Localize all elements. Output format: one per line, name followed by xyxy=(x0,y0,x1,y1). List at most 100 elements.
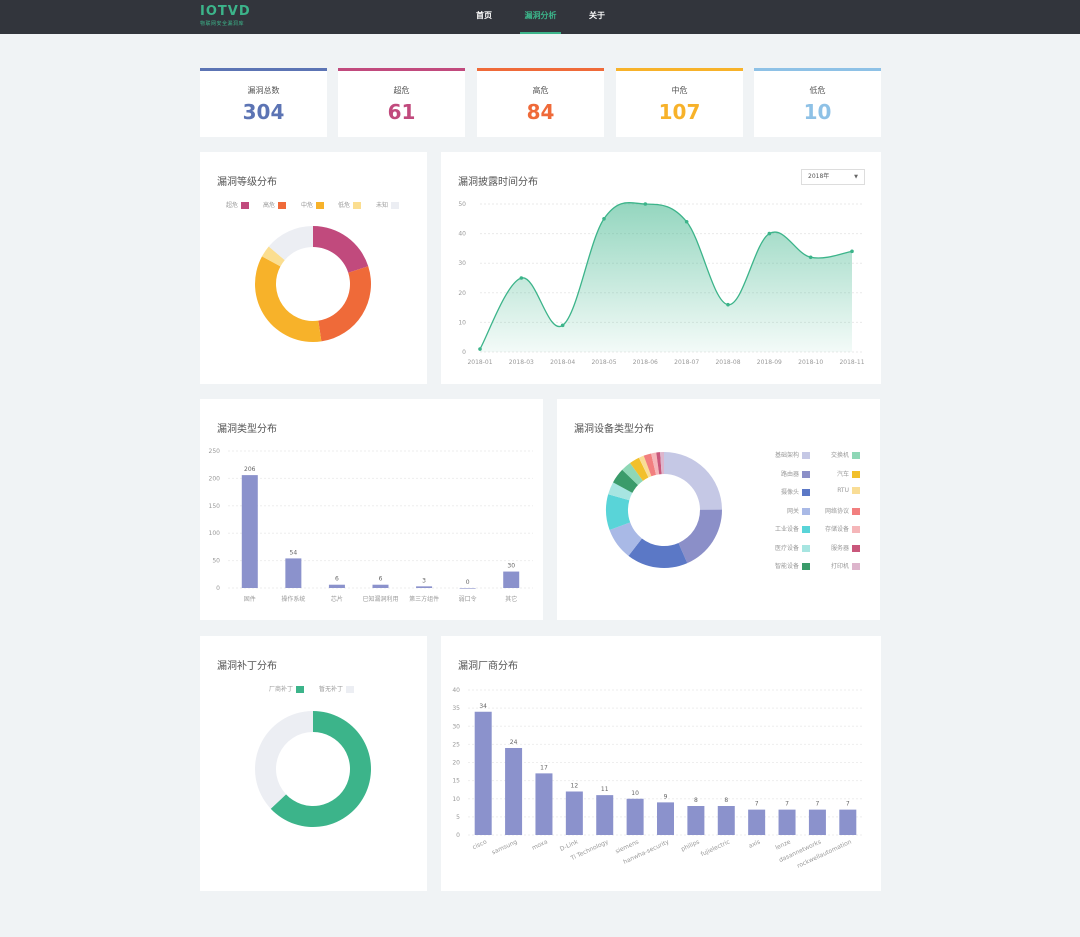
legend-item[interactable]: 打印机 xyxy=(831,561,860,570)
legend-label: 低危 xyxy=(338,202,351,209)
vendor-distribution-card: 漏洞厂商分布 0 5 10 15 20 25 30 35 40 34 cisco 24 samsung 1… xyxy=(441,636,881,891)
legend-item[interactable]: 基础架构 xyxy=(775,450,810,459)
donut-slice xyxy=(613,469,639,493)
bar xyxy=(503,571,520,588)
x-tick-label: 2018-08 xyxy=(715,359,740,366)
x-tick-label: 2018-11 xyxy=(839,359,864,366)
bar-value-label: 11 xyxy=(601,786,609,793)
legend-item[interactable]: 汽车 xyxy=(837,469,860,478)
legend-item[interactable]: 高危 xyxy=(263,200,287,209)
logo-text: IOTVD xyxy=(200,4,251,19)
legend-item[interactable]: 存储设备 xyxy=(825,524,860,533)
bar-value-label: 206 xyxy=(244,466,256,473)
legend-label: 存储设备 xyxy=(824,526,849,533)
legend-item[interactable]: 厂商补丁 xyxy=(269,684,305,693)
legend-swatch xyxy=(802,489,810,496)
legend-item[interactable]: 工业设备 xyxy=(775,524,810,533)
x-tick-label: samsung xyxy=(491,838,519,856)
legend-item[interactable]: 智能设备 xyxy=(775,561,810,570)
donut-slice xyxy=(261,246,285,267)
bar-value-label: 10 xyxy=(631,790,639,797)
patch-distribution-card: 漏洞补丁分布 厂商补丁 暂无补丁 xyxy=(200,636,427,891)
donut-slice xyxy=(609,522,642,556)
bar xyxy=(596,795,614,835)
y-tick-label: 50 xyxy=(458,201,466,208)
legend-item[interactable]: 医疗设备 xyxy=(775,543,810,552)
legend-item[interactable]: 暂无补丁 xyxy=(319,684,355,693)
year-select[interactable]: 2018年 ▼ xyxy=(801,169,865,185)
stat-card-total: 漏洞总数 304 xyxy=(200,68,327,137)
type-distribution-card: 漏洞类型分布 0 50 100 150 200 250 206 固件 54 操作系统 6 芯片 6 已知漏… xyxy=(200,399,543,620)
area-fill xyxy=(480,202,852,352)
stat-value: 304 xyxy=(242,100,285,124)
bar xyxy=(778,809,796,835)
x-tick-label: D-Link xyxy=(559,838,580,853)
x-tick-label: 固件 xyxy=(244,595,256,603)
bar-value-label: 54 xyxy=(290,549,298,556)
legend-swatch xyxy=(296,686,305,693)
nav-item-about[interactable]: 关于 xyxy=(589,11,605,20)
x-tick-label: 已知漏洞利用 xyxy=(362,595,398,603)
stat-value: 10 xyxy=(803,100,832,124)
donut-slice xyxy=(255,256,322,342)
legend-label: 交换机 xyxy=(830,452,849,459)
y-tick-label: 10 xyxy=(452,796,460,803)
chevron-down-icon: ▼ xyxy=(854,174,858,180)
type-bar-chart: 0 50 100 150 200 250 206 固件 54 操作系统 6 芯片 6 已知漏洞利用 3 第三方… xyxy=(209,448,533,603)
x-tick-label: axis xyxy=(748,838,762,849)
bar xyxy=(459,588,476,589)
stat-value: 61 xyxy=(387,100,416,124)
device-distribution-card: 漏洞设备类型分布 基础架构 路由器 摄像头 网关 工业设备 医疗设备 智能设备 交换机 汽车 RT… xyxy=(557,399,880,620)
bar xyxy=(565,791,583,835)
bar xyxy=(285,558,302,588)
series-line xyxy=(479,202,853,350)
bar-value-label: 9 xyxy=(664,793,668,800)
active-tab-indicator xyxy=(520,32,561,34)
legend-item[interactable]: RTU xyxy=(837,487,860,494)
y-tick-label: 0 xyxy=(216,585,220,592)
bar xyxy=(626,798,644,835)
legend-label: 厂商补丁 xyxy=(269,686,294,693)
legend-label: 未知 xyxy=(376,202,389,209)
legend-swatch xyxy=(241,202,250,209)
bar xyxy=(535,773,553,835)
x-tick-label: 2018-05 xyxy=(591,359,616,366)
legend-label: 打印机 xyxy=(830,563,849,570)
legend-item[interactable]: 中危 xyxy=(301,200,325,209)
legend-item[interactable]: 交换机 xyxy=(831,450,860,459)
legend-swatch xyxy=(802,563,810,570)
legend-item[interactable]: 摄像头 xyxy=(781,487,810,496)
nav-item-home[interactable]: 首页 xyxy=(476,11,492,20)
x-tick-label: 2018-06 xyxy=(633,359,658,366)
legend-item[interactable]: 服务器 xyxy=(831,543,860,552)
stat-label: 高危 xyxy=(532,86,549,95)
legend-item[interactable]: 低危 xyxy=(338,200,362,209)
vendor-bar-chart: 0 5 10 15 20 25 30 35 40 34 cisco 24 samsung 17 moxa 12… xyxy=(452,687,863,870)
x-tick-label: rockwellautomation xyxy=(796,838,853,869)
legend-item[interactable]: 路由器 xyxy=(781,469,810,478)
nav-item-analysis[interactable]: 漏洞分析 xyxy=(524,11,557,20)
bar xyxy=(474,711,492,835)
legend-item[interactable]: 网关 xyxy=(787,506,810,515)
bar-value-label: 6 xyxy=(379,576,383,583)
legend-label: 智能设备 xyxy=(774,563,799,570)
logo-subtitle: 物联网安全漏洞库 xyxy=(200,21,245,27)
x-tick-label: 其它 xyxy=(505,595,517,603)
bar-value-label: 6 xyxy=(335,576,339,583)
legend-item[interactable]: 网络协议 xyxy=(825,506,860,515)
donut-slice xyxy=(630,457,649,481)
logo[interactable]: IOTVD 物联网安全漏洞库 xyxy=(200,4,251,27)
donut-slice xyxy=(656,452,662,475)
legend-item[interactable]: 未知 xyxy=(376,200,400,209)
legend-item[interactable]: 超危 xyxy=(226,200,250,209)
donut-slice xyxy=(628,538,688,568)
data-point xyxy=(726,302,730,307)
donut-slice xyxy=(664,452,722,510)
stat-card-critical: 超危 61 xyxy=(338,68,465,137)
bar-value-label: 24 xyxy=(510,739,518,746)
y-tick-label: 25 xyxy=(452,741,460,748)
y-tick-label: 150 xyxy=(209,503,221,510)
data-point xyxy=(602,217,606,221)
y-tick-label: 5 xyxy=(456,814,460,821)
x-tick-label: 第三方组件 xyxy=(409,595,439,603)
